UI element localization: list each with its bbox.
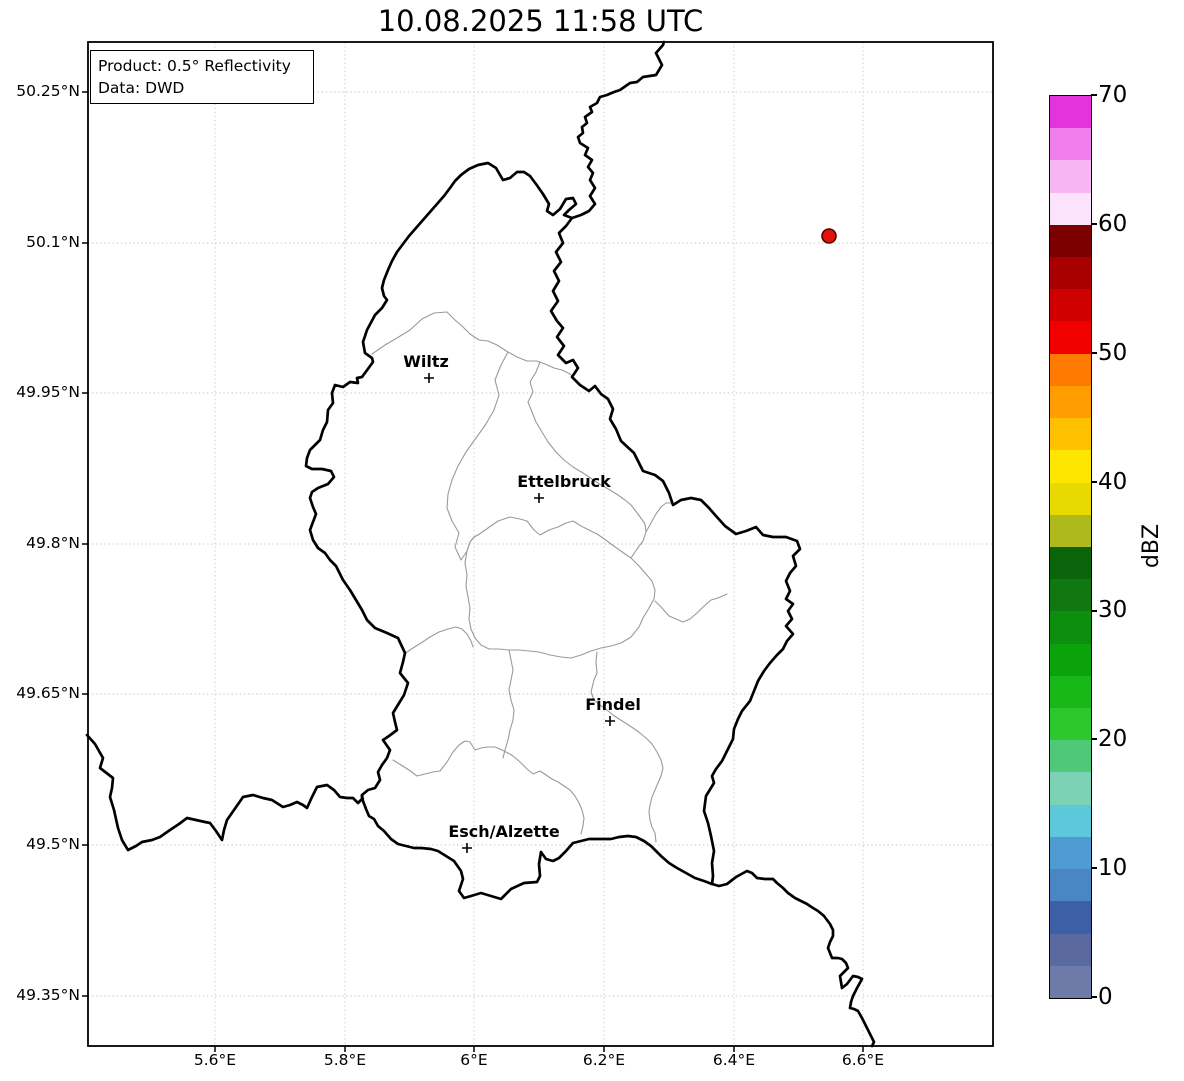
- colorbar-tick-label: 10: [1098, 855, 1128, 881]
- colorbar-segment: [1050, 160, 1091, 193]
- colorbar-segment: [1050, 385, 1091, 419]
- lon-tick-label: 6.6°E: [841, 1051, 885, 1069]
- plot-title: 10.08.2025 11:58 UTC: [377, 4, 704, 38]
- city-markers: [424, 373, 615, 853]
- city-label-findel: Findel: [585, 695, 641, 714]
- axis-tick-marks: [82, 91, 864, 1052]
- colorbar-tick-label: 30: [1098, 597, 1128, 623]
- colorbar-unit-label: dBZ: [1139, 523, 1164, 569]
- city-marker-esch: [462, 843, 472, 853]
- colorbar-tick-label: 70: [1098, 82, 1128, 108]
- colorbar-segment: [1050, 256, 1091, 290]
- lon-tick-label: 6°E: [460, 1051, 488, 1069]
- colorbar-segment: [1050, 643, 1091, 676]
- colorbar-tick-label: 0: [1098, 984, 1113, 1010]
- city-marker-findel: [605, 716, 615, 726]
- colorbar-segment: [1050, 708, 1091, 741]
- canton-borders: [371, 311, 728, 843]
- colorbar-gradient: [1049, 95, 1092, 999]
- lon-tick-label: 6.4°E: [712, 1051, 756, 1069]
- lat-tick-label: 49.95°N: [16, 383, 80, 401]
- colorbar-segment: [1050, 224, 1091, 257]
- colorbar-segment: [1050, 901, 1091, 934]
- lon-tick-label: 6.2°E: [582, 1051, 626, 1069]
- belgium-germany-border: [570, 40, 666, 220]
- colorbar-tick-label: 50: [1098, 340, 1128, 366]
- lon-tick-label: 5.8°E: [323, 1051, 367, 1069]
- luxembourg-border: [304, 161, 802, 901]
- colorbar-segment: [1050, 933, 1091, 966]
- radar-site-dot: [821, 228, 837, 244]
- colorbar-segment: [1050, 482, 1091, 515]
- colorbar-tick-label: 40: [1098, 469, 1128, 495]
- colorbar-segment: [1050, 450, 1091, 483]
- colorbar-segment: [1050, 514, 1091, 547]
- lat-tick-label: 49.5°N: [26, 835, 80, 853]
- lat-tick-label: 49.35°N: [16, 986, 80, 1004]
- colorbar-tick-label: 20: [1098, 726, 1128, 752]
- colorbar-segment: [1050, 772, 1091, 805]
- colorbar-segment: [1050, 675, 1091, 709]
- colorbar-segment: [1050, 418, 1091, 451]
- colorbar-segment: [1050, 836, 1091, 870]
- colorbar-tick: [1091, 352, 1097, 354]
- colorbar-segment: [1050, 579, 1091, 612]
- lat-tick-label: 50.25°N: [16, 82, 80, 100]
- france-germany-border: [710, 869, 876, 1048]
- city-label-wiltz: Wiltz: [403, 352, 449, 371]
- colorbar-tick: [1091, 996, 1097, 998]
- lat-tick-label: 49.65°N: [16, 684, 80, 702]
- country-borders: [85, 40, 876, 1048]
- colorbar-segment: [1050, 965, 1091, 998]
- product-info-box: Product: 0.5° Reflectivity Data: DWD: [90, 50, 314, 104]
- colorbar-segment: [1050, 192, 1091, 225]
- colorbar-segment: [1050, 740, 1091, 773]
- city-marker-ettelbruck: [534, 493, 544, 503]
- colorbar-segment: [1050, 804, 1091, 837]
- lat-tick-label: 49.8°N: [26, 534, 80, 552]
- data-source-line: Data: DWD: [98, 79, 185, 97]
- colorbar-tick: [1091, 867, 1097, 869]
- colorbar-segment: [1050, 869, 1091, 902]
- colorbar-segment: [1050, 611, 1091, 644]
- colorbar-tick: [1091, 223, 1097, 225]
- lat-tick-label: 50.1°N: [26, 233, 80, 251]
- colorbar-tick: [1091, 94, 1097, 96]
- city-label-ettelbruck: Ettelbruck: [517, 472, 611, 491]
- colorbar-segment: [1050, 289, 1091, 322]
- product-line: Product: 0.5° Reflectivity: [98, 57, 291, 75]
- france-belgium-border: [85, 733, 364, 852]
- colorbar-segment: [1050, 128, 1091, 161]
- colorbar-segment: [1050, 321, 1091, 354]
- colorbar-tick: [1091, 610, 1097, 612]
- city-marker-wiltz: [424, 373, 434, 383]
- colorbar-tick-label: 60: [1098, 211, 1128, 237]
- grid-lines: [88, 42, 993, 1046]
- colorbar-segment: [1050, 95, 1091, 129]
- colorbar-tick: [1091, 481, 1097, 483]
- colorbar-tick: [1091, 738, 1097, 740]
- lon-tick-label: 5.6°E: [193, 1051, 237, 1069]
- city-label-esch-alzette: Esch/Alzette: [448, 822, 560, 841]
- colorbar-segment: [1050, 546, 1091, 580]
- colorbar-segment: [1050, 353, 1091, 386]
